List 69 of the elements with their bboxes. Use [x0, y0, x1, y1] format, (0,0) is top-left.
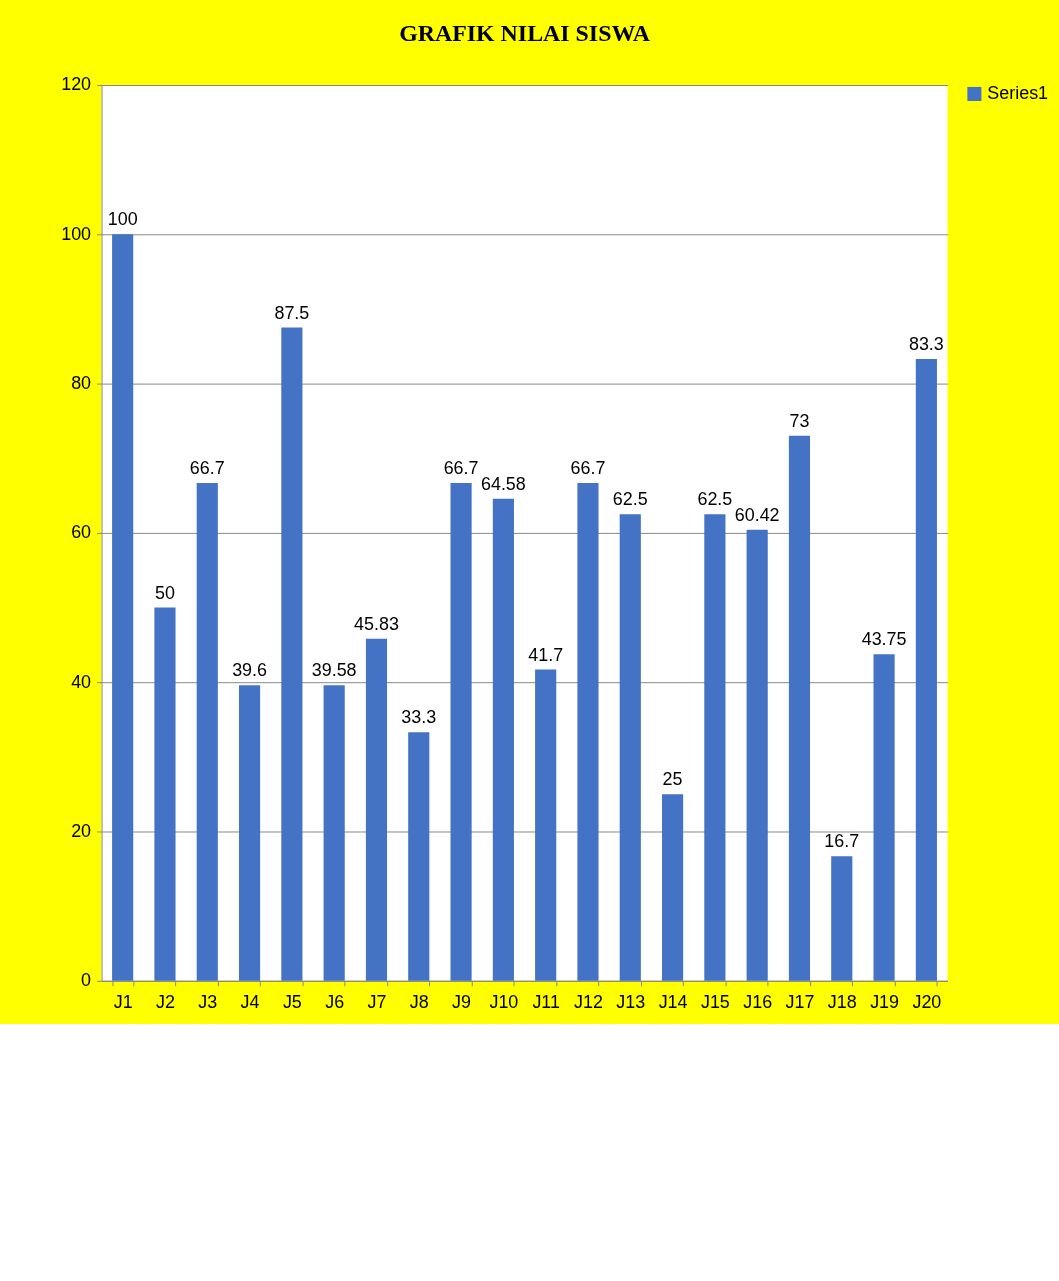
x-tick-label: J6 [325, 992, 345, 1013]
data-label: 33.3 [401, 707, 437, 728]
bar [196, 482, 218, 981]
bar [873, 654, 895, 981]
bar [577, 482, 599, 981]
y-tick-label: 40 [71, 671, 92, 692]
data-label: 39.6 [232, 660, 268, 681]
data-label: 41.7 [528, 644, 564, 665]
data-label: 25 [662, 769, 683, 790]
y-tick-label: 120 [61, 74, 92, 95]
x-tick-label: J11 [532, 992, 560, 1013]
bar [450, 482, 472, 981]
data-label: 39.58 [311, 660, 357, 681]
data-label: 83.3 [908, 334, 944, 355]
x-tick-label: J4 [240, 992, 260, 1013]
bar [788, 435, 811, 981]
x-tick-label: J19 [870, 992, 900, 1013]
bar [239, 685, 261, 981]
data-label: 73 [789, 410, 810, 431]
chart-title: GRAFIK NILAI SISWA [399, 20, 651, 47]
bar [619, 514, 641, 981]
data-label: 50 [155, 582, 175, 603]
data-label: 66.7 [570, 457, 606, 478]
x-tick-label: J20 [912, 992, 942, 1013]
bar [915, 358, 937, 981]
x-tick-label: J13 [616, 992, 646, 1013]
bar [704, 514, 726, 981]
bar [281, 327, 303, 981]
x-tick-label: J15 [700, 992, 730, 1013]
x-tick-label: J12 [574, 992, 603, 1013]
x-tick-label: J18 [827, 992, 857, 1013]
bar [746, 529, 768, 981]
x-tick-label: J17 [785, 992, 815, 1013]
x-tick-label: J16 [743, 992, 773, 1013]
data-label: 66.7 [443, 457, 479, 478]
y-tick-label: 80 [71, 373, 92, 394]
data-label: 16.7 [824, 831, 860, 852]
data-label: 45.83 [354, 613, 399, 634]
x-tick-label: J8 [409, 992, 429, 1013]
legend-label: Series1 [987, 82, 1049, 103]
y-tick-label: 20 [71, 820, 92, 841]
y-tick-label: 100 [61, 223, 92, 244]
bar [408, 732, 430, 981]
data-label: 43.75 [861, 629, 907, 650]
y-tick-label: 60 [71, 522, 92, 543]
bar [365, 638, 388, 981]
bar [535, 669, 557, 981]
bar [112, 234, 134, 981]
x-tick-label: J9 [452, 992, 472, 1013]
data-label: 87.5 [274, 302, 310, 323]
bar [831, 856, 853, 981]
bar [154, 607, 176, 981]
data-label: 62.5 [697, 489, 733, 510]
bar [492, 498, 514, 981]
data-label: 66.7 [189, 457, 225, 478]
x-tick-label: J1 [113, 992, 133, 1013]
bar [323, 685, 345, 981]
data-label: 64.58 [480, 473, 526, 494]
data-label: 100 [107, 209, 138, 230]
x-tick-label: J3 [198, 992, 218, 1013]
x-tick-label: J10 [489, 992, 519, 1013]
x-tick-label: J5 [282, 992, 302, 1013]
bar [662, 794, 684, 981]
y-tick-label: 0 [81, 970, 92, 991]
data-label: 60.42 [734, 504, 780, 525]
data-label: 62.5 [612, 489, 648, 510]
x-tick-label: J14 [658, 992, 688, 1013]
x-tick-label: J2 [156, 992, 175, 1013]
x-tick-label: J7 [367, 992, 387, 1013]
